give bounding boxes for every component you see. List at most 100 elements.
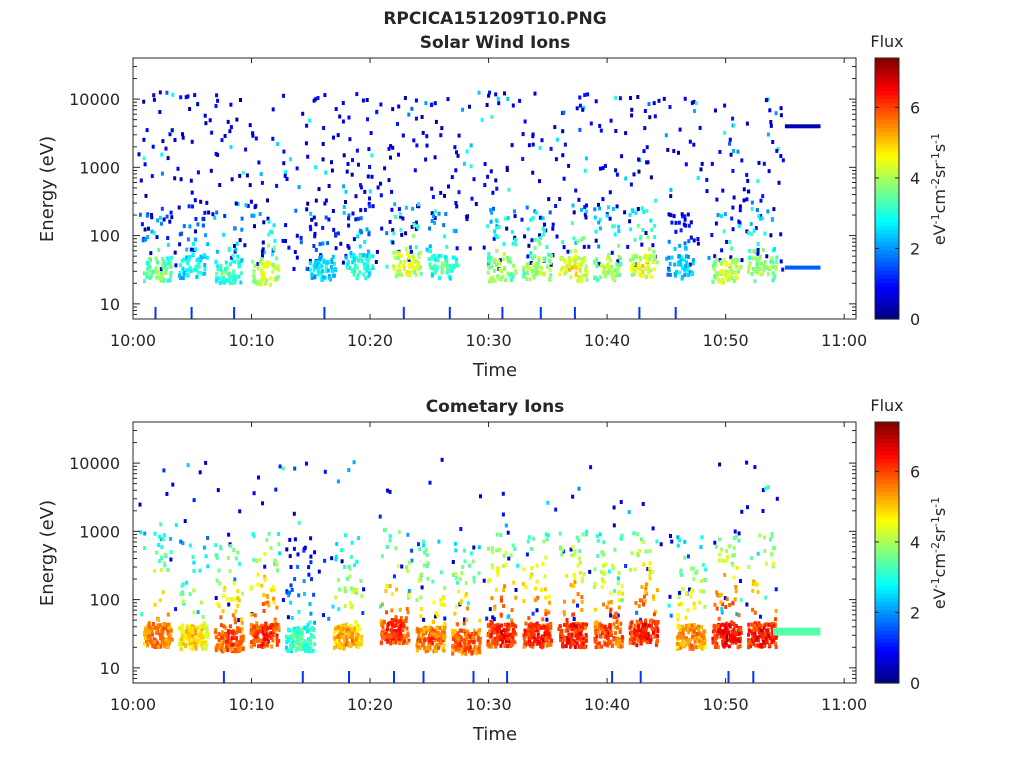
ridge-cell [574,249,578,254]
ridge-cell [441,264,445,269]
ridge-cell [217,568,221,573]
ridge-cell [491,275,495,280]
ridge-cell [456,622,460,627]
background-count-cell [248,183,252,188]
ridge-cell [231,597,235,601]
ridge-cell [699,589,703,593]
ridge-cell [430,636,434,641]
background-count-cell [723,103,727,108]
ridge-cell [221,649,225,654]
ridge-cell [422,629,426,634]
ridge-cell [178,638,182,643]
ridge-cell [681,639,685,644]
ridge-cell [565,267,569,272]
ridge-cell [642,562,646,567]
x-tick-label: 10:00 [110,331,156,350]
ridge-cell [506,271,510,276]
ridge-cell [490,278,494,282]
ridge-cell [486,270,490,275]
ridge-cell [272,245,276,250]
ridge-cell [166,242,170,247]
ridge-cell [638,272,642,277]
background-count-cell [494,92,498,97]
ridge-cell [265,594,269,598]
background-count-cell [388,219,392,224]
ridge-cell [391,640,395,645]
ridge-cell [732,575,736,580]
ridge-cell [719,260,723,265]
background-count-cell [483,162,487,166]
background-count-cell [646,160,650,165]
ridge-cell [646,265,650,270]
ridge-cell [267,243,270,248]
background-count-cell [669,613,673,618]
ridge-cell [609,591,613,596]
ridge-cell [675,641,679,646]
ridge-cell [193,631,197,636]
ridge-cell [636,553,640,558]
ridge-cell [277,625,281,630]
ridge-cell [455,634,459,639]
ridge-cell [442,596,446,601]
ridge-cell [730,620,734,625]
background-count-cell [316,96,320,100]
background-count-cell [309,211,313,216]
ridge-cell [764,635,767,640]
ridge-cell [774,608,778,613]
background-count-cell [168,132,172,137]
background-count-cell [201,223,205,228]
ridge-cell [256,572,260,577]
ridge-cell [316,269,320,274]
ridge-cell [204,646,208,651]
ridge-cell [612,621,616,626]
ridge-cell [434,629,438,634]
colorbar-swatch [875,155,899,161]
background-count-cell [299,235,303,240]
ridge-cell [416,637,420,642]
ridge-cell [452,255,456,260]
ridge-cell [533,209,537,214]
background-count-cell [440,126,444,131]
ridge-cell [350,639,354,643]
ridge-cell [582,236,586,241]
ridge-cell [747,270,750,274]
low-energy-streak [301,671,304,683]
ridge-cell [217,276,221,281]
ridge-cell [527,631,531,636]
ridge-cell [329,265,333,269]
background-count-cell [577,486,581,491]
ridge-cell [568,640,572,645]
ridge-cell [256,281,260,286]
colorbar-swatch [875,646,899,651]
ridge-cell [342,646,346,651]
ridge-cell [680,255,684,260]
ridge-cell [599,626,603,631]
ridge-cell [526,227,530,232]
trailing-band [784,124,821,129]
colorbar-swatch [875,294,899,300]
ridge-cell [532,632,536,637]
ridge-cell [580,607,584,612]
ridge-cell [275,636,279,641]
ridge-cell [385,633,389,638]
ridge-cell [467,635,470,640]
colorbar-swatch [875,225,899,230]
ridge-cell [730,269,734,274]
background-count-cell [507,187,511,192]
ridge-cell [501,274,505,279]
ridge-cell [419,271,423,276]
background-count-cell [238,238,242,243]
ridge-cell [584,638,588,643]
background-count-cell [390,189,394,194]
colorbar-swatch [875,536,899,541]
colorbar-swatch [875,290,899,296]
colorbar-swatch [875,491,899,497]
ridge-cell [599,570,603,574]
ridge-cell [759,642,763,647]
ridge-cell [721,558,725,563]
ridge-cell [570,632,574,637]
ridge-cell [733,624,737,629]
ridge-cell [202,545,206,550]
ridge-cell [514,595,518,600]
